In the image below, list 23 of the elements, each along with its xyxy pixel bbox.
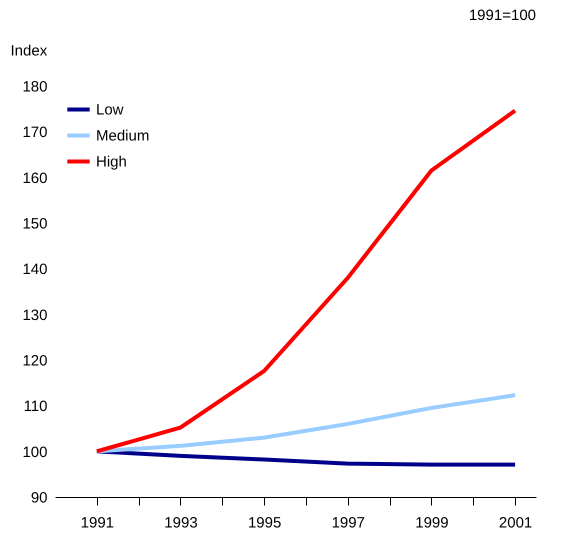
y-tick-label: 150 bbox=[22, 216, 48, 232]
y-tick-label: 100 bbox=[22, 444, 48, 461]
x-tick-label: 1997 bbox=[332, 514, 365, 532]
y-tick-label: 90 bbox=[30, 490, 48, 506]
x-tick-label: 1999 bbox=[415, 514, 449, 532]
y-tick-label: 170 bbox=[22, 124, 48, 142]
y-tick-label: 130 bbox=[22, 306, 48, 324]
line-series bbox=[94, 393, 518, 454]
x-tick-label: 1991 bbox=[80, 514, 114, 532]
x-tick-label: 1995 bbox=[248, 514, 282, 532]
y-tick-label: 140 bbox=[22, 261, 48, 278]
legend-label: High bbox=[96, 154, 127, 170]
y-axis-title: Index bbox=[10, 42, 48, 60]
y-tick-label: 180 bbox=[22, 78, 48, 96]
y-tick-label: 110 bbox=[24, 398, 48, 416]
legend-label: Low bbox=[96, 102, 124, 118]
y-tick-label: 120 bbox=[22, 352, 48, 370]
x-tick-label: 2001 bbox=[498, 514, 532, 532]
x-tick-label: 1993 bbox=[164, 514, 198, 532]
line-series bbox=[94, 449, 518, 467]
text: 1991=100 bbox=[468, 7, 536, 24]
y-tick-label: 160 bbox=[22, 170, 48, 187]
legend-label: Medium bbox=[96, 128, 150, 144]
